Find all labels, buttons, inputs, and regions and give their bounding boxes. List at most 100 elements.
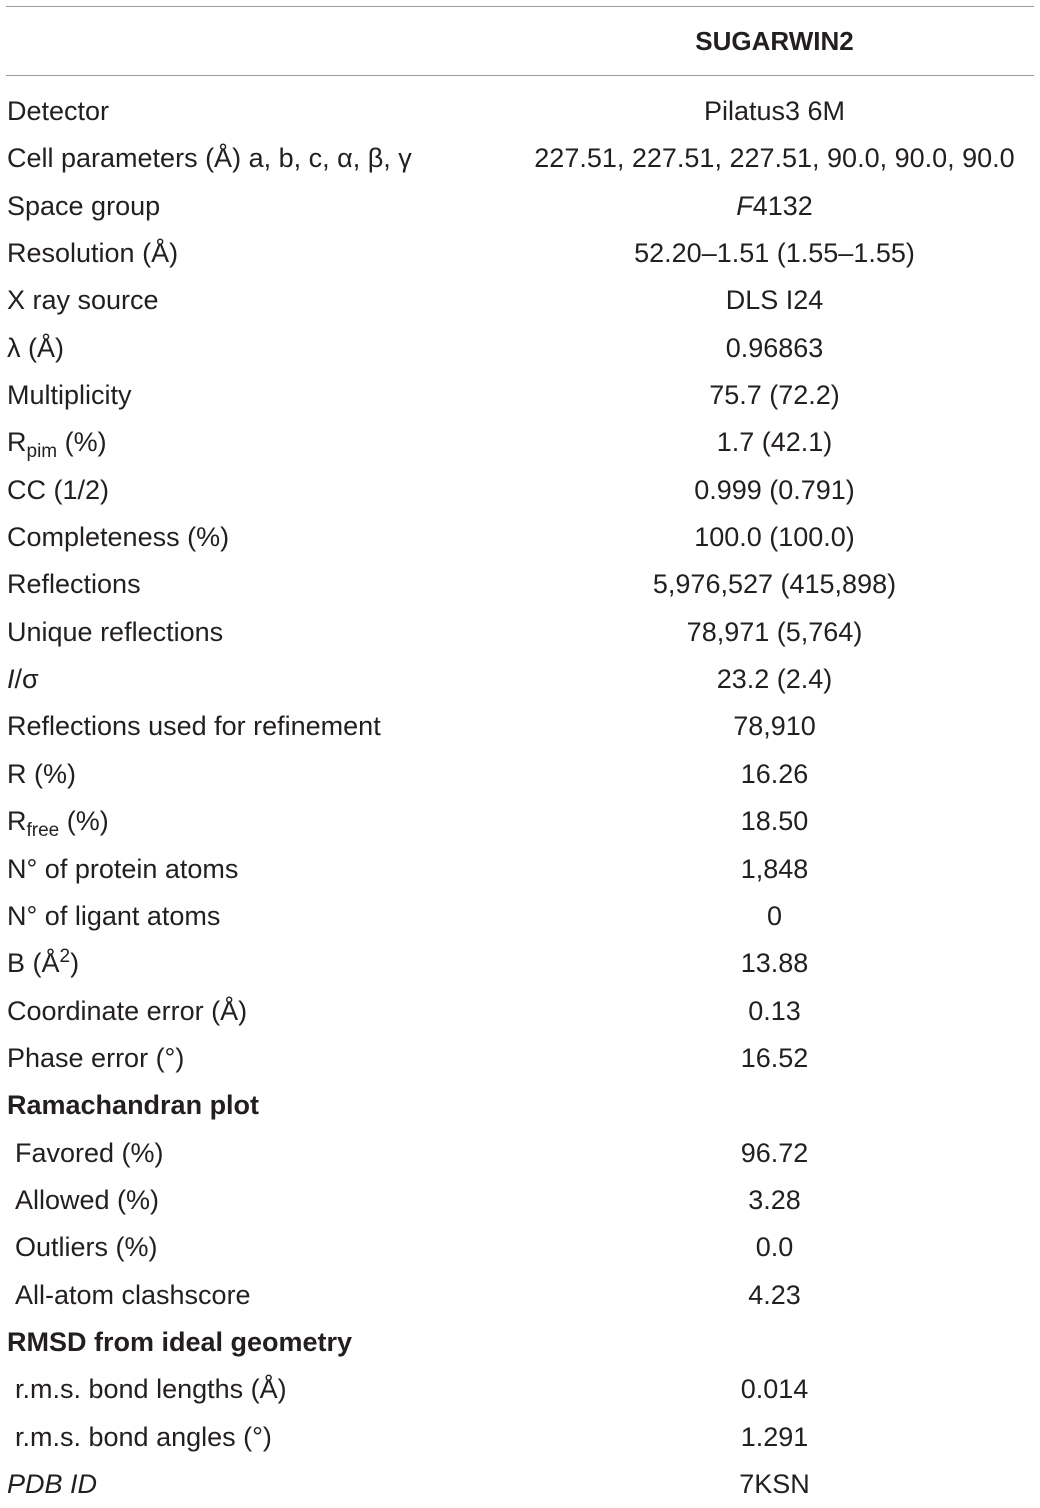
table-row: N° of ligant atoms 0 [0,893,1040,940]
table-row: B (Å2) 13.88 [0,940,1040,987]
table-row: λ (Å) 0.96863 [0,325,1040,372]
row-value: 0.96863 [725,332,824,363]
table-row: Reflections 5,976,527 (415,898) [0,561,1040,608]
row-value: 78,910 [733,711,816,742]
label-suffix: ) [70,948,80,979]
section-heading: RMSD from ideal geometry [7,1326,353,1357]
row-label: Detector [7,96,110,126]
row-label: Phase error (°) [7,1042,185,1073]
table-body: Detector Pilatus3 6M Cell parameters (Å)… [0,88,1040,1508]
row-value: 1.7 (42.1) [716,427,833,458]
label-suffix: (%) [59,806,109,837]
row-label: Multiplicity [7,380,132,411]
row-label: Outliers (%) [15,1232,158,1263]
row-label: All-atom clashscore [15,1279,251,1310]
table-row: Unique reflections 78,971 (5,764) [0,609,1040,656]
table-row: r.m.s. bond lengths (Å) 0.014 [0,1366,1040,1413]
table-row: Cell parameters (Å) a, b, c, α, β, γ 227… [0,135,1040,182]
row-label: Resolution (Å) [7,238,179,269]
table-row: Favored (%) 96.72 [0,1130,1040,1177]
table-row: Space group F4132 [0,183,1040,230]
row-label: Reflections [7,569,141,600]
row-label: I/σ [7,656,39,703]
row-label: R (%) [7,758,76,789]
label-base: R [7,806,27,837]
table-row: PDB ID 7KSN [0,1461,1040,1508]
row-value: 0.014 [740,1374,809,1405]
section-header-row: Ramachandran plot [0,1082,1040,1129]
row-value: 7KSN [739,1468,810,1499]
row-label: λ (Å) [7,332,64,363]
row-label: Reflections used for refinement [7,711,381,742]
row-value: 78,971 (5,764) [686,616,863,647]
table-row: All-atom clashscore 4.23 [0,1272,1040,1319]
column-header: SUGARWIN2 [695,26,854,56]
row-value: 0.0 [755,1232,794,1263]
row-value: 18.50 [740,806,809,837]
row-value: 16.52 [740,1042,809,1073]
table-row: N° of protein atoms 1,848 [0,846,1040,893]
row-label: r.m.s. bond lengths (Å) [15,1374,287,1405]
row-label: Favored (%) [15,1137,164,1168]
row-value: DLS I24 [725,285,824,316]
table-row: Coordinate error (Å) 0.13 [0,988,1040,1035]
row-label: Unique reflections [7,616,224,647]
row-value: 0.13 [748,995,801,1026]
label-subscript: free [26,820,60,842]
row-value: 3.28 [748,1184,801,1215]
row-label: X ray source [7,285,159,316]
table-row: I/σ 23.2 (2.4) [0,656,1040,703]
label-base: B (Å [7,948,60,979]
table-row: Rpim (%) 1.7 (42.1) [0,419,1040,466]
row-label: N° of protein atoms [7,853,239,884]
table-row: Phase error (°) 16.52 [0,1035,1040,1082]
row-label: CC (1/2) [7,474,110,505]
row-label: r.m.s. bond angles (°) [15,1421,272,1452]
table-row: X ray source DLS I24 [0,277,1040,324]
row-value: F4132 [515,183,1034,230]
row-label: Allowed (%) [15,1184,160,1215]
table-top-rule [6,6,1034,7]
row-value: 52.20–1.51 (1.55–1.55) [634,238,915,269]
label-italic: I [7,664,15,695]
label-subscript: pim [26,441,58,463]
row-value: 16.26 [740,758,809,789]
row-value: 13.88 [740,948,809,979]
row-label: N° of ligant atoms [7,900,221,931]
row-value: 23.2 (2.4) [716,664,833,695]
row-value: 0.999 (0.791) [694,474,855,505]
row-label: Space group [7,190,161,221]
table-row: Reflections used for refinement 78,910 [0,703,1040,750]
table-row: Allowed (%) 3.28 [0,1177,1040,1224]
row-value: 227.51, 227.51, 227.51, 90.0, 90.0, 90.0 [534,143,1015,174]
row-value: 96.72 [740,1137,809,1168]
table-row: R (%) 16.26 [0,751,1040,798]
row-value: 4.23 [748,1279,801,1310]
section-heading: Ramachandran plot [7,1090,260,1121]
table-row: Outliers (%) 0.0 [0,1224,1040,1271]
row-label: Completeness (%) [7,522,230,553]
row-value: 100.0 (100.0) [694,522,855,553]
row-value: 0 [766,900,783,931]
label-superscript: 2 [59,946,71,968]
row-label: Rpim (%) [7,419,107,466]
row-value: 5,976,527 (415,898) [652,569,897,600]
table-row: Rfree (%) 18.50 [0,798,1040,845]
row-value: 75.7 (72.2) [709,380,840,411]
space-group-number: 4132 [752,190,813,221]
table-row: r.m.s. bond angles (°) 1.291 [0,1414,1040,1461]
table-header-rule [6,75,1034,76]
row-value: 1.291 [740,1421,809,1452]
table-row: Completeness (%) 100.0 (100.0) [0,514,1040,561]
row-label: B (Å2) [7,940,79,987]
table-row: CC (1/2) 0.999 (0.791) [0,467,1040,514]
row-label: PDB ID [7,1468,98,1499]
space-group-italic: F [736,190,753,221]
table-row: Resolution (Å) 52.20–1.51 (1.55–1.55) [0,230,1040,277]
section-header-row: RMSD from ideal geometry [0,1319,1040,1366]
label-base: R [7,427,27,458]
row-value: Pilatus3 6M [703,96,846,126]
table-row: Detector Pilatus3 6M [0,88,1040,135]
row-label: Rfree (%) [7,798,109,845]
